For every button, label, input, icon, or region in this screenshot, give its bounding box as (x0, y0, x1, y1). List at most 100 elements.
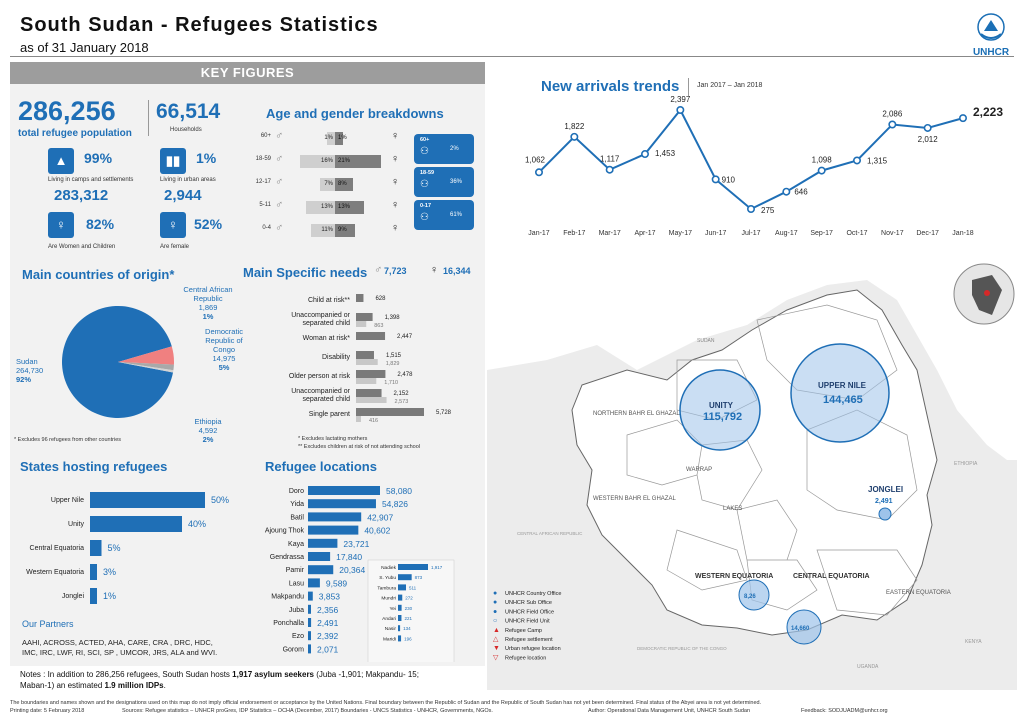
map-label-nbg: NORTHERN BAHR EL GHAZAL (593, 411, 680, 417)
households-value: 66,514 (156, 100, 221, 123)
trend-x-tick: Jun-17 (705, 230, 727, 237)
location-value-label: 23,721 (343, 539, 369, 549)
location-value-label: 42,907 (367, 512, 393, 522)
map-label-ce: CENTRAL EQUATORIA (793, 573, 870, 580)
trend-x-tick: Dec-17 (916, 230, 939, 237)
location-bar (308, 565, 334, 575)
location-value-label: 2,071 (317, 644, 339, 654)
needs-bar-a-label: 1,515 (386, 353, 402, 359)
age-group-label: 0-17 (420, 203, 432, 209)
trend-value-label: 2,086 (882, 110, 903, 119)
inset-value: 221 (404, 616, 412, 621)
location-label: Yida (290, 501, 304, 508)
female-bar (335, 132, 343, 145)
state-label: Jonglei (62, 593, 85, 600)
state-pct-label: 3% (103, 567, 116, 577)
pie-label-name: Republic (193, 294, 222, 303)
camps-value: 283,312 (54, 187, 109, 204)
male-figure-icon: ♂ (275, 199, 284, 211)
male-bar (319, 178, 335, 191)
trend-x-tick: Apr-17 (634, 230, 655, 237)
inset-label: S. Yubu (379, 575, 396, 581)
needs-bar-a (356, 351, 374, 359)
trend-value-label: 1,453 (655, 149, 676, 158)
needs-footnote-2: ** Excludes children at risk of not atte… (298, 444, 420, 450)
map-label-sudan: SUDAN (697, 338, 715, 344)
trend-x-tick: Jul-17 (741, 230, 760, 237)
trend-value-label: 2,012 (918, 135, 939, 144)
notes-line-2: Maban-1) an estimated 1.9 million IDPs. (20, 681, 166, 690)
female-pct-label: 21% (338, 158, 351, 164)
state-bar (90, 492, 205, 508)
male-figure-icon: ♂ (275, 176, 284, 188)
needs-bar-a (356, 389, 382, 397)
trend-point (711, 175, 720, 184)
location-label: Juba (289, 607, 304, 614)
inset-bar (398, 574, 412, 581)
location-bar (308, 538, 338, 548)
urban-label: Living in urban areas (160, 177, 216, 183)
location-value-label: 20,364 (339, 565, 365, 575)
age-group-pct: 2% (450, 146, 459, 152)
location-bar (308, 631, 311, 641)
needs-bar-b-label: 416 (369, 418, 378, 424)
location-label: Doro (289, 488, 304, 495)
needs-bar-b-label: 863 (374, 323, 383, 329)
trend-x-tick: Sep-17 (810, 230, 833, 237)
inset-value: 272 (405, 596, 413, 601)
needs-row-label: Older person at risk (289, 373, 351, 380)
footer-feedback: Feedback: SODJUADM@unhcr.org (801, 708, 888, 714)
trend-chart: 1,062 Jan-17 1,822 Feb-17 1,117 Mar-17 1,453 Ap… (525, 95, 1003, 237)
trend-point (782, 187, 791, 196)
location-label: Batil (290, 514, 304, 521)
location-value-label: 9,589 (326, 578, 348, 588)
location-value-label: 58,080 (386, 486, 412, 496)
male-pct-label: 1% (324, 135, 333, 141)
state-pct-label: 50% (211, 495, 229, 505)
state-pct-label: 40% (188, 519, 206, 529)
notes-line-1: Notes : In addition to 286,256 refugees,… (20, 670, 419, 679)
male-figure-icon: ♂ (275, 130, 284, 142)
map-label-upper-nile: UPPER NILE (818, 381, 867, 390)
camps-icon: ▲ (48, 148, 74, 174)
state-label: Unity (68, 521, 84, 528)
male-bar (327, 132, 335, 145)
pie-label-value: 264,730 (16, 366, 43, 375)
map-legend-label: Urban refugee location (505, 646, 561, 652)
unity-bubble (679, 369, 761, 451)
male-bar (310, 224, 335, 237)
map-legend-label: Refugee settlement (505, 637, 553, 643)
location-bar (308, 486, 380, 495)
trend-value-label: 910 (722, 175, 736, 184)
female-pct-label: 9% (338, 227, 347, 233)
male-bar (306, 201, 335, 214)
age-group-pct: 36% (450, 179, 463, 185)
map-legend-icon: ▽ (493, 654, 499, 661)
trend-x-tick: May-17 (669, 230, 692, 237)
needs-bar-a-label: 2,152 (394, 391, 410, 397)
map-label-lakes: LAKES (723, 506, 742, 512)
needs-row-label-2: separated child (303, 320, 351, 327)
inset-label: Maridi (383, 636, 396, 642)
needs-bar-a (356, 294, 364, 302)
male-icon: ♂ (374, 264, 383, 276)
age-boxes: 60+ ⚇ 2% 18-59 ⚇ 36% 0-17 ⚇ 61% (414, 134, 476, 234)
location-label: Ponchalla (273, 620, 304, 627)
age-label: 5-11 (259, 202, 271, 208)
female-bar (335, 178, 353, 191)
needs-row-label: Single parent (309, 411, 350, 418)
pie-label-name: Ethiopia (194, 417, 222, 426)
notes-1c: (Juba -1,901; Makpandu- 15; (314, 670, 419, 679)
location-bar (308, 618, 312, 627)
inset-label: Tambura (377, 585, 396, 591)
state-bar (90, 564, 97, 580)
inset-bar (398, 604, 402, 611)
page-subtitle: as of 31 January 2018 (20, 40, 149, 55)
female-figure-icon: ♀ (391, 130, 400, 142)
trend-title: New arrivals trends (541, 78, 680, 95)
trend-x-tick: Aug-17 (775, 230, 798, 237)
needs-male-total: 7,723 (384, 266, 407, 276)
female-bar (335, 224, 355, 237)
inset-value: 134 (403, 626, 411, 631)
needs-bar-b-label: 2,573 (395, 399, 409, 405)
